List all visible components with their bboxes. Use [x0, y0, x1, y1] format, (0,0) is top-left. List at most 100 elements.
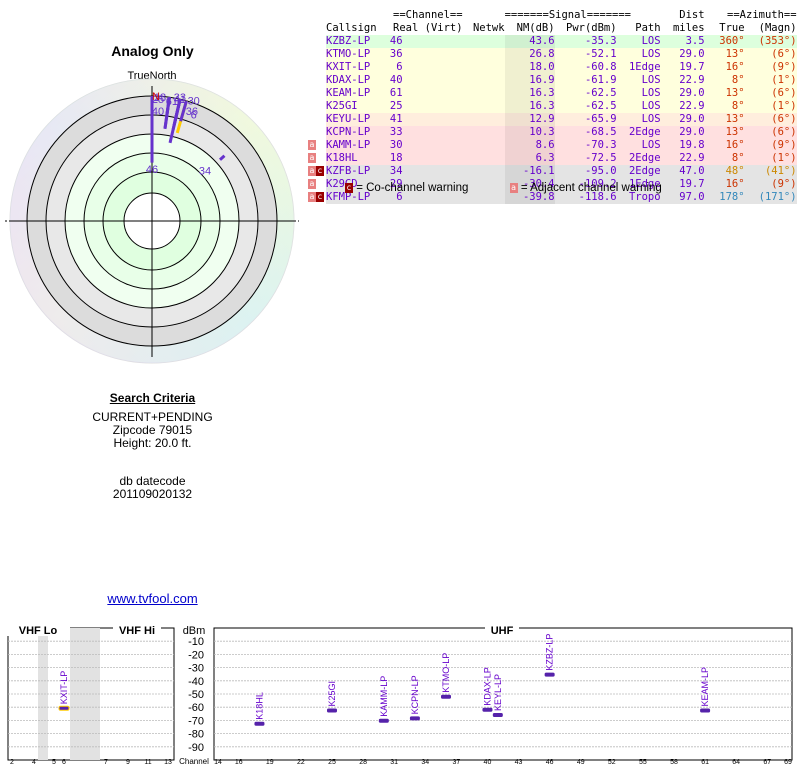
station-spectrum-label: KTMO-LP	[441, 653, 451, 693]
table-row[interactable]: a K29GD 29 -30.4 -109.2 1Edge 19.7 16° (9°)	[308, 178, 797, 191]
station-signal-bar	[254, 721, 265, 726]
table-row[interactable]: K25GI 25 16.3 -62.5 LOS 22.9 8° (1°)	[308, 100, 797, 113]
hdr-true: True	[719, 22, 745, 34]
warning-cell	[308, 74, 326, 87]
table-row[interactable]: a KAMM-LP 30 8.6 -70.3 LOS 19.8 16° (9°)	[308, 139, 797, 152]
polar-marker-label-36: 36	[186, 106, 198, 118]
db-datecode-label: db datecode	[119, 474, 186, 488]
spectrum-chart: VHF Lo VHF Hi dBm -10-20-30-40-50-60-70-…	[6, 624, 793, 766]
channel-real-cell: 29	[389, 178, 403, 190]
spectrum-grid	[8, 640, 792, 748]
distance-cell: 29.0	[679, 87, 705, 99]
azimuth-magn-cell: (353°)	[758, 35, 797, 47]
co-channel-warning-icon: c	[316, 192, 324, 202]
table-row[interactable]: KDAX-LP 40 16.9 -61.9 LOS 22.9 8° (1°)	[308, 74, 797, 87]
uhf-channel-tick: 19	[266, 759, 274, 766]
channel-virt-cell	[403, 152, 463, 165]
azimuth-magn-cell: (9°)	[771, 61, 797, 73]
power-cell: -70.3	[584, 139, 617, 151]
adjacent-channel-icon: a	[509, 182, 518, 193]
power-cell: -60.8	[584, 61, 617, 73]
warning-cell: a	[308, 178, 326, 191]
azimuth-magn-cell: (1°)	[771, 152, 797, 164]
table-row[interactable]: KEAM-LP 61 16.3 -62.5 LOS 29.0 13° (6°)	[308, 87, 797, 100]
table-row[interactable]: a K18HL 18 6.3 -72.5 2Edge 22.9 8° (1°)	[308, 152, 797, 165]
azimuth-true-cell: 8°	[731, 100, 745, 112]
uhf-channel-tick: 25	[328, 759, 336, 766]
power-cell: -95.0	[584, 165, 617, 177]
distance-cell: 29.0	[679, 48, 705, 60]
table-row[interactable]: KXIT-LP 6 18.0 -60.8 1Edge 19.7 16° (9°)	[308, 61, 797, 74]
polar-markers: 463664061254133301834N	[146, 91, 226, 177]
hdr-blank-callsign	[326, 9, 377, 22]
callsign-cell: KCPN-LP	[326, 126, 371, 138]
power-cell: -61.9	[584, 74, 617, 86]
uhf-channel-tick: 69	[784, 759, 792, 766]
table-row[interactable]: a c KZFB-LP 34 -16.1 -95.0 2Edge 47.0 48° (41°)	[308, 165, 797, 178]
hdr-warn-blank	[308, 9, 326, 22]
path-cell: LOS	[641, 87, 661, 99]
network-cell	[463, 152, 505, 165]
table-row[interactable]: KTMO-LP 36 26.8 -52.1 LOS 29.0 13° (6°)	[308, 48, 797, 61]
nm-cell: -16.1	[504, 165, 555, 178]
channel-virt-cell	[403, 48, 463, 61]
uhf-channel-tick: 34	[421, 759, 429, 766]
adjacent-channel-warning-icon: a	[308, 140, 316, 150]
table-row[interactable]: KZBZ-LP 46 43.6 -35.3 LOS 3.5 360° (353°)	[308, 35, 797, 48]
azimuth-true-cell: 13°	[725, 48, 745, 60]
uhf-channel-tick: 22	[297, 759, 305, 766]
vhf-lo-label-bg	[6, 624, 70, 636]
station-signal-bar	[378, 718, 389, 723]
power-cell: -72.5	[584, 152, 617, 164]
distance-cell: 22.9	[679, 74, 705, 86]
channel-real-cell: 6	[396, 61, 403, 73]
uhf-channel-tick: 64	[732, 759, 740, 766]
dbm-tick-label: -30	[188, 663, 204, 675]
table-row[interactable]: a c KFMP-LP 6 -39.8 -118.6 Tropo 97.0 178° (171°)	[308, 191, 797, 204]
callsign-cell: KZFB-LP	[326, 165, 371, 177]
station-signal-bar	[327, 708, 337, 713]
azimuth-true-cell: 48°	[725, 165, 745, 177]
warning-cell	[308, 61, 326, 74]
polar-marker-label-34: 34	[199, 165, 211, 177]
station-spectrum-label: K18HL	[254, 692, 264, 720]
hdr-pwr: Pwr(dBm)	[566, 22, 617, 34]
tvfool-link[interactable]: www.tvfool.com	[107, 591, 198, 606]
adjacent-channel-warning-icon: a	[308, 192, 316, 202]
channel-real-cell: 34	[389, 165, 403, 177]
channel-real-cell: 61	[389, 87, 403, 99]
network-cell	[463, 74, 505, 87]
dbm-tick-label: -40	[188, 676, 204, 688]
station-signal-bar	[492, 712, 503, 717]
polar-marker-34	[218, 154, 226, 161]
channel-real-cell: 30	[389, 139, 403, 151]
network-cell	[463, 126, 505, 139]
path-cell: LOS	[641, 100, 661, 112]
distance-cell: 19.7	[679, 178, 705, 190]
hdr-path: Path	[635, 22, 661, 34]
channel-tick-labels: 2 4 5 6 7 9 11 13 14 16 19 22 25 28 31 34 37 40 43 46 49 52 55…	[10, 759, 792, 766]
table-row[interactable]: KCPN-LP 33 10.3 -68.5 2Edge 29.0 13° (6°)	[308, 126, 797, 139]
vhf-channel-tick: 9	[126, 759, 130, 766]
callsign-cell: KAMM-LP	[326, 139, 371, 151]
hdr-blank-netwk	[463, 9, 505, 22]
criteria-height: Height: 20.0 ft.	[113, 436, 192, 450]
azimuth-magn-cell: (9°)	[771, 139, 797, 151]
uhf-label-bg	[485, 624, 519, 636]
azimuth-true-cell: 8°	[731, 152, 745, 164]
db-datecode-value: 201109020132	[112, 487, 193, 501]
callsign-cell: KEYU-LP	[326, 113, 371, 125]
magnetic-north-label: N	[152, 91, 160, 103]
azimuth-true-cell: 16°	[725, 178, 745, 190]
polar-marker-label-25: 25	[152, 94, 164, 106]
channel-virt-cell	[403, 100, 463, 113]
station-spectrum-label: KEAM-LP	[700, 667, 710, 707]
hdr-signal-group: =======Signal=======	[504, 9, 632, 21]
path-cell: LOS	[641, 35, 661, 47]
table-row[interactable]: KEYU-LP 41 12.9 -65.9 LOS 29.0 13° (6°)	[308, 113, 797, 126]
channel-real-cell: 6	[396, 191, 403, 203]
co-channel-text: = Co-channel warning	[356, 182, 469, 194]
channel-real-cell: 36	[389, 48, 403, 60]
path-cell: LOS	[641, 113, 661, 125]
